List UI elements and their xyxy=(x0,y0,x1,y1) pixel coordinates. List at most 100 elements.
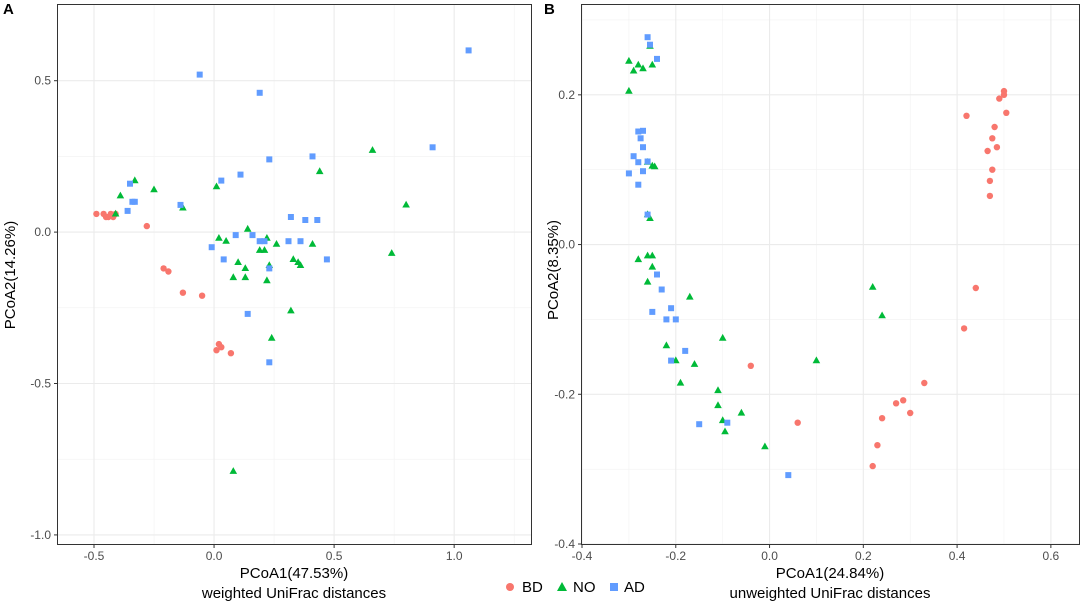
panel-a-point-bd-0 xyxy=(93,210,100,218)
panel-a-x-ticks: -0.5 0.0 0.5 1.0 xyxy=(84,544,463,563)
panel-b-point-no-5 xyxy=(648,60,657,68)
panel-a-point-ad-27 xyxy=(465,47,472,54)
panel-a-point-no-26 xyxy=(368,146,377,153)
panel-b-point-ad-19 xyxy=(668,305,675,312)
panel-a-point-no-2 xyxy=(150,185,158,193)
panel-b-x-tick-label-0_6: 0.6 xyxy=(1043,549,1060,563)
panel-a-point-ad-3 xyxy=(124,207,131,214)
panel-b-y-title: PCoA2(8.35%) xyxy=(545,220,562,320)
panel-b-point-ad-7 xyxy=(635,159,642,166)
panel-b-point-ad-20 xyxy=(668,357,675,364)
panel-b-point-bd-16 xyxy=(900,397,907,404)
panel-a-point-no-25 xyxy=(315,167,324,175)
panel-a-point-ad-0 xyxy=(127,180,133,187)
panel-b-point-no-24 xyxy=(714,401,722,409)
panel-a-x-tick-label-m0_5: -0.5 xyxy=(84,549,105,563)
panel-a-point-bd-8 xyxy=(160,265,167,272)
panel-a-letter: A xyxy=(3,1,14,18)
panel-b-letter: B xyxy=(544,1,555,18)
panel-b-point-no-17 xyxy=(662,341,671,349)
legend-ad-label: AD xyxy=(624,579,645,596)
panel-b-point-ad-16 xyxy=(649,308,656,315)
panel-b-point-bd-19 xyxy=(874,442,881,449)
panel-b-point-no-28 xyxy=(761,442,769,450)
panel-b-point-ad-17 xyxy=(663,316,670,323)
panel-b-point-ad-21 xyxy=(682,347,689,354)
panel-a-y-tick-label-0_5: 0.5 xyxy=(34,74,51,88)
panel-a-point-ad-10 xyxy=(232,232,239,239)
panel-b-point-ad-22 xyxy=(696,421,703,428)
panel-a-point-ad-12 xyxy=(256,238,263,245)
panel-b-x-subtitle: unweighted UniFrac distances xyxy=(730,585,931,602)
panel-b-x-tick-label-m0_2: -0.2 xyxy=(665,549,686,563)
panel-a-point-bd-7 xyxy=(143,222,150,230)
panel-b-point-no-9 xyxy=(650,162,659,170)
panel-a-point-no-13 xyxy=(255,246,264,253)
panel-a-point-no-21 xyxy=(296,261,305,268)
panel-a-point-ad-15 xyxy=(266,156,273,163)
panel-b-point-no-20 xyxy=(690,360,699,367)
panel-b-y-tick-label-0: 0.0 xyxy=(558,238,575,252)
panel-b-point-ad-6 xyxy=(640,144,646,151)
panel-b-point-no-27 xyxy=(737,408,746,416)
panel-b-point-bd-11 xyxy=(989,166,996,173)
panel-a-point-ad-22 xyxy=(314,217,321,223)
legend-no-marker xyxy=(557,582,567,591)
panel-a-point-no-9 xyxy=(234,258,242,265)
panel-a-point-ad-4 xyxy=(177,201,184,208)
panel-a-y-tick-label-m1: -1.0 xyxy=(30,528,51,542)
panel-a-x-tick-label-0_5: 0.5 xyxy=(326,549,343,563)
panel-b-point-no-3 xyxy=(629,66,638,74)
panel-a-point-ad-17 xyxy=(285,238,292,245)
legend-bd-marker xyxy=(506,583,514,591)
panel-a-point-ad-20 xyxy=(302,217,309,223)
panel-b-y-tick-label-m0_4: -0.4 xyxy=(554,537,575,551)
panel-b-point-no-16 xyxy=(648,262,657,270)
panel-b-y-tick-label-m0_2: -0.2 xyxy=(554,387,575,401)
panel-b-point-bd-13 xyxy=(960,325,968,332)
legend-item-ad: AD xyxy=(610,579,645,596)
panel-b-point-ad-24 xyxy=(785,472,792,479)
panel-a-point-no-23 xyxy=(267,333,276,341)
legend: BD NO AD xyxy=(506,579,645,596)
panel-b-x-tick-label-m0_4: -0.4 xyxy=(572,549,593,563)
panel-a-point-ad-23 xyxy=(323,256,330,263)
panel-b-point-bd-17 xyxy=(892,400,900,407)
panel-a-frame xyxy=(57,4,532,545)
panel-b-point-bd-14 xyxy=(921,379,928,387)
panel-a-y-tick-label-0: 0.0 xyxy=(34,225,51,239)
panel-a-point-no-1 xyxy=(116,191,125,199)
panel-a-point-ad-19 xyxy=(297,238,304,245)
panel-a-point-ad-16 xyxy=(266,265,273,272)
panel-a-point-bd-10 xyxy=(179,289,187,296)
panel-b-point-no-26 xyxy=(721,427,729,435)
panel-a-point-no-27 xyxy=(387,249,396,256)
panel-a-point-no-5 xyxy=(212,182,221,190)
panel-b-point-ad-8 xyxy=(644,158,651,165)
panel-b-point-ad-14 xyxy=(654,271,660,278)
panel-b-point-bd-20 xyxy=(869,462,876,470)
panel-b-point-bd-8 xyxy=(984,147,991,155)
panel-a-x-tick-label-0: 0.0 xyxy=(206,549,223,563)
panel-b-point-bd-15 xyxy=(907,409,914,417)
panel-a-point-ad-7 xyxy=(218,177,225,184)
panel-b-point-bd-1 xyxy=(1000,87,1008,95)
panel-b-frame xyxy=(581,4,1080,545)
panel-b-point-bd-21 xyxy=(794,419,801,426)
panel-b-point-bd-5 xyxy=(991,123,998,131)
panel-b-point-no-19 xyxy=(676,378,685,386)
panel-b-point-no-15 xyxy=(643,277,652,285)
panel-a-y-tick-label-m0_5: -0.5 xyxy=(30,377,51,391)
panel-b-point-bd-10 xyxy=(986,192,994,200)
panel-a-point-no-11 xyxy=(241,273,250,281)
panel-a-x-title: PCoA1(47.53%) xyxy=(240,565,348,582)
panel-b-point-no-31 xyxy=(878,311,886,319)
panel-a-point-ad-24 xyxy=(244,310,251,317)
panel-b-point-no-0 xyxy=(625,56,633,64)
panel-a-point-no-7 xyxy=(222,237,230,244)
panel-a-point-ad-25 xyxy=(266,359,273,366)
panel-b-point-ad-18 xyxy=(672,316,679,323)
panel-b-x-tick-label-0_4: 0.4 xyxy=(949,549,966,563)
panel-a-point-no-14 xyxy=(260,246,269,253)
